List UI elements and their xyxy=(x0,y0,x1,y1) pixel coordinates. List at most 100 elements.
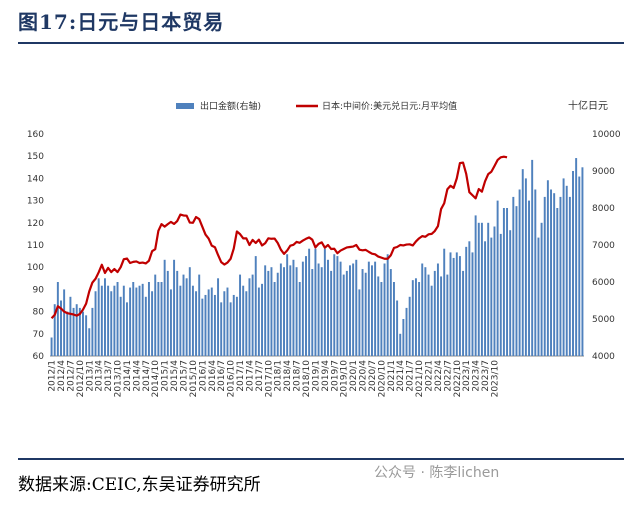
export-bar xyxy=(352,263,355,356)
left-axis-tick-label: 150 xyxy=(27,152,44,162)
export-bar xyxy=(480,222,483,356)
export-bar xyxy=(361,269,364,356)
right-axis-tick-label: 10000 xyxy=(592,130,621,140)
x-axis-tick-label: 2021/10 xyxy=(415,360,425,398)
export-bar xyxy=(465,246,468,356)
x-axis-tick-label: 2019/10 xyxy=(340,360,350,398)
x-axis-tick-label: 2020/4 xyxy=(359,360,369,392)
chart-legend: 出口金额(右轴) 日本:中间价:美元兑日元:月平均值 xyxy=(176,100,457,112)
export-bar xyxy=(333,254,336,356)
x-axis-tick-label: 2012/4 xyxy=(57,360,67,392)
x-axis-tick-label: 2016/1 xyxy=(198,360,208,392)
x-axis-tick-label: 2018/7 xyxy=(293,360,303,392)
export-bar xyxy=(499,233,502,356)
export-bar xyxy=(389,269,392,356)
export-bar xyxy=(449,252,452,356)
x-axis-tick-label: 2014/7 xyxy=(142,360,152,392)
export-bar xyxy=(53,304,56,356)
export-bar xyxy=(496,200,499,356)
right-axis-unit: 十亿日元 xyxy=(568,99,608,112)
x-axis-tick-label: 2019/1 xyxy=(311,360,321,392)
export-bar xyxy=(195,291,198,356)
export-bar xyxy=(75,304,78,356)
export-bar xyxy=(104,278,106,356)
export-bar xyxy=(91,307,94,356)
left-axis-tick-label: 80 xyxy=(33,308,45,318)
export-bar xyxy=(264,265,267,356)
export-bar xyxy=(204,294,207,356)
x-axis-tick-label: 2013/10 xyxy=(114,360,124,398)
export-bar xyxy=(239,274,242,356)
export-bar xyxy=(374,261,377,356)
export-bar xyxy=(286,254,289,356)
export-bar xyxy=(69,296,72,356)
x-axis-tick-label: 2022/4 xyxy=(434,360,444,392)
export-bar xyxy=(553,193,556,356)
export-bar xyxy=(254,256,257,356)
watermark-text: 公众号 · 陈李lichen xyxy=(374,465,500,481)
export-bar xyxy=(251,274,254,356)
export-bar xyxy=(327,259,329,356)
export-bar xyxy=(509,230,512,356)
export-bar xyxy=(144,296,147,356)
x-axis-tick-label: 2020/10 xyxy=(377,360,387,398)
export-bar xyxy=(56,282,59,356)
source-note: 数据来源:CEIC,东吴证券研究所 xyxy=(18,475,261,495)
left-axis-tick-label: 140 xyxy=(27,174,44,184)
export-bar xyxy=(572,171,574,356)
x-axis-tick-label: 2012/7 xyxy=(66,360,76,392)
export-bar xyxy=(537,237,540,356)
export-bar xyxy=(179,285,182,356)
export-bar xyxy=(578,176,581,356)
export-bar xyxy=(82,311,84,356)
export-bar xyxy=(367,261,370,356)
x-axis-tick-label: 2021/4 xyxy=(396,360,406,392)
export-bar xyxy=(414,278,417,356)
export-bar xyxy=(185,278,188,356)
export-bar xyxy=(421,263,424,356)
export-bar xyxy=(550,189,552,356)
export-bar xyxy=(386,254,389,356)
export-bar xyxy=(543,196,546,356)
export-bar xyxy=(474,215,477,356)
export-bar xyxy=(405,307,408,356)
export-bar xyxy=(311,269,314,356)
x-axis-tick-label: 2018/1 xyxy=(274,360,284,392)
export-bar xyxy=(345,270,348,356)
export-bar xyxy=(267,270,270,356)
export-bar xyxy=(540,222,543,356)
export-bar xyxy=(380,282,383,356)
export-bar xyxy=(317,263,320,356)
export-bar xyxy=(78,307,81,356)
x-axis-tick-label: 2020/1 xyxy=(349,360,359,392)
export-bar xyxy=(198,274,201,356)
left-axis-tick-label: 100 xyxy=(27,263,44,273)
right-axis-tick-label: 6000 xyxy=(592,278,615,288)
legend-line-label: 日本:中间价:美元兑日元:月平均值 xyxy=(322,100,457,112)
x-axis-tick-label: 2020/7 xyxy=(368,360,378,392)
export-bar xyxy=(50,337,53,356)
x-axis-tick-label: 2013/1 xyxy=(85,360,95,392)
left-axis-tick-label: 160 xyxy=(27,130,44,140)
title-rule xyxy=(18,42,624,44)
x-axis-tick-label: 2023/1 xyxy=(462,360,472,392)
export-bar xyxy=(336,256,339,356)
export-bar xyxy=(339,261,342,356)
left-axis-tick-label: 110 xyxy=(27,241,44,251)
export-bar xyxy=(138,285,141,356)
export-bar xyxy=(245,291,248,356)
x-axis-tick-label: 2017/10 xyxy=(264,360,274,398)
export-bar xyxy=(201,298,204,356)
x-axis-tick-label: 2021/7 xyxy=(406,360,416,392)
export-bar xyxy=(129,287,132,356)
export-bar xyxy=(283,267,285,356)
right-axis-tick-label: 7000 xyxy=(592,241,615,251)
export-bar xyxy=(226,287,229,356)
left-axis-tick-label: 70 xyxy=(33,330,45,340)
export-bar xyxy=(320,267,323,356)
export-bar xyxy=(141,283,144,356)
x-axis-tick-label: 2018/4 xyxy=(283,360,293,392)
export-bar xyxy=(301,261,304,356)
export-bar xyxy=(323,248,326,356)
export-bar xyxy=(477,222,480,356)
